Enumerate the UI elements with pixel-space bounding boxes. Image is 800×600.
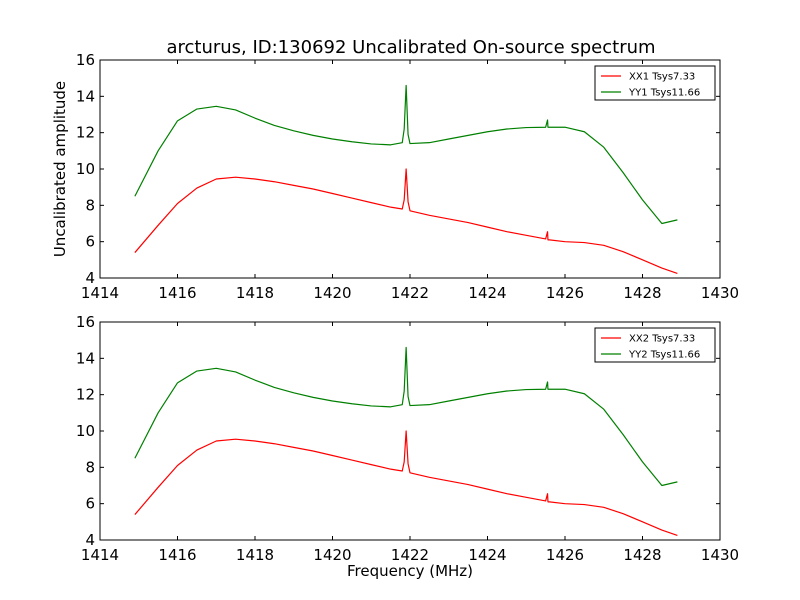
y-axis-label: Uncalibrated amplitude: [51, 81, 69, 257]
panel2-x-tick-label: 1414: [81, 546, 119, 564]
panel2-y-tick-label: 4: [85, 531, 95, 549]
panel1-x-tick-label: 1428: [623, 284, 661, 302]
panel2-x-tick-label: 1424: [468, 546, 506, 564]
panel2-legend-label-2: YY2 Tsys11.66: [628, 350, 700, 361]
panel1-y-tick-label: 16: [76, 51, 95, 69]
panel1-x-tick-label: 1420: [313, 284, 351, 302]
panel2-x-tick-label: 1418: [236, 546, 274, 564]
panel1-y-tick-label: 14: [76, 87, 95, 105]
panel1-legend-label-2: YY1 Tsys11.66: [628, 88, 700, 99]
panel1-x-tick-label: 1430: [701, 284, 739, 302]
panel1-y-tick-label: 8: [85, 196, 95, 214]
panel2-x-tick-label: 1426: [546, 546, 584, 564]
panel2-x-tick-label: 1422: [391, 546, 429, 564]
panel2-x-tick-label: 1428: [623, 546, 661, 564]
panel1-x-tick-label: 1426: [546, 284, 584, 302]
panel1-y-tick-label: 12: [76, 124, 95, 142]
panel1-x-tick-label: 1418: [236, 284, 274, 302]
panel2-x-tick-label: 1420: [313, 546, 351, 564]
x-axis-label: Frequency (MHz): [347, 562, 473, 580]
panel2-y-tick-label: 10: [76, 422, 95, 440]
panel1-legend-label-1: XX1 Tsys7.33: [629, 72, 695, 83]
panel1-x-tick-label: 1424: [468, 284, 506, 302]
panel2-legend-label-1: XX2 Tsys7.33: [629, 334, 695, 345]
panel2-y-tick-label: 12: [76, 386, 95, 404]
panel1-legend-box: [594, 65, 716, 101]
panel1-x-tick-label: 1416: [158, 284, 196, 302]
panel1-series-line-2: [134, 84, 678, 225]
panel1-x-tick-label: 1422: [391, 284, 429, 302]
panel1-x-tick-label: 1414: [81, 284, 119, 302]
panel2-legend-box: [594, 327, 716, 363]
panel2-series-line-2: [134, 346, 678, 487]
panel2-x-tick-label: 1430: [701, 546, 739, 564]
panel1-y-tick-label: 4: [85, 269, 95, 287]
panel2-y-tick-label: 14: [76, 349, 95, 367]
panel2-series-line-1: [134, 430, 678, 537]
top-panel: 1414 1416 1418 1420 1422 1424 1426 1428 14304681…: [76, 51, 739, 302]
panel2-x-tick-label: 1416: [158, 546, 196, 564]
panel2-y-tick-label: 16: [76, 313, 95, 331]
panel1-y-tick-label: 6: [85, 233, 95, 251]
panel1-series-line-1: [134, 168, 678, 275]
chart-title: arcturus, ID:130692 Uncalibrated On-sour…: [166, 37, 655, 58]
bottom-panel: 1414 1416 1418 1420 1422 1424 1426 1428 14304681…: [76, 313, 739, 564]
panel2-y-tick-label: 6: [85, 495, 95, 513]
panel2-y-tick-label: 8: [85, 458, 95, 476]
panel1-y-tick-label: 10: [76, 160, 95, 178]
